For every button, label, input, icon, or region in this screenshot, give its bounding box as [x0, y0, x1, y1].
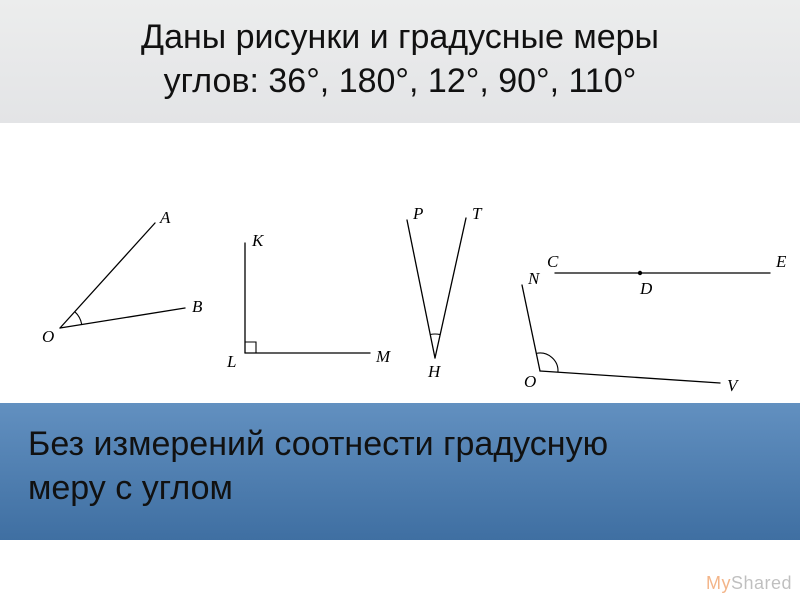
svg-text:K: K	[251, 231, 265, 250]
diagram-area: A B O K M L P T H C E D N V O	[0, 123, 800, 403]
prompt-line-1: Без измерений соотнести градусную	[28, 423, 772, 467]
svg-text:O: O	[42, 327, 54, 346]
svg-text:C: C	[547, 252, 559, 271]
svg-text:V: V	[727, 376, 740, 395]
title-block: Даны рисунки и градусные меры углов: 36°…	[0, 0, 800, 123]
watermark-right: Shared	[731, 573, 792, 593]
prompt-block: Без измерений соотнести градусную меру с…	[0, 403, 800, 540]
svg-text:B: B	[192, 297, 203, 316]
angles-svg: A B O K M L P T H C E D N V O	[0, 123, 800, 403]
title-line-1: Даны рисунки и градусные меры	[28, 16, 772, 60]
watermark: MyShared	[706, 573, 792, 594]
svg-text:A: A	[159, 208, 171, 227]
title-line-2: углов: 36°, 180°, 12°, 90°, 110°	[28, 60, 772, 104]
svg-text:N: N	[527, 269, 541, 288]
svg-text:E: E	[775, 252, 787, 271]
watermark-left: My	[706, 573, 731, 593]
svg-text:O: O	[524, 372, 536, 391]
svg-text:P: P	[412, 204, 423, 223]
svg-text:L: L	[226, 352, 236, 371]
svg-text:T: T	[472, 204, 483, 223]
svg-text:H: H	[427, 362, 442, 381]
svg-text:D: D	[639, 279, 653, 298]
svg-text:M: M	[375, 347, 391, 366]
prompt-line-2: меру с углом	[28, 467, 772, 511]
